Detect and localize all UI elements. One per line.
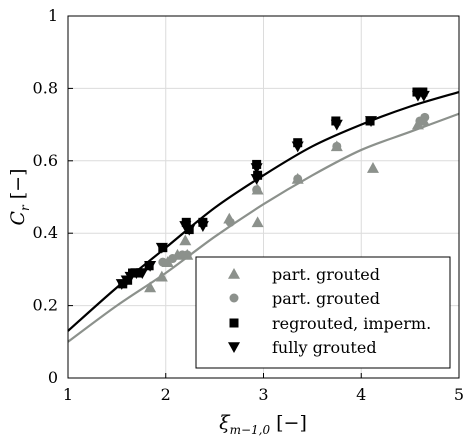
data-point-series-0 <box>251 216 264 228</box>
legend-label-fully-grouted: fully grouted <box>272 338 377 357</box>
y-axis-label-symbol: C <box>7 211 29 226</box>
data-point-series-3 <box>365 116 378 127</box>
data-point-series-3 <box>144 260 157 272</box>
data-point-series-3 <box>183 224 196 236</box>
data-point-series-1 <box>158 257 168 267</box>
legend-label-part-grouted-triangle: part. grouted <box>272 265 380 284</box>
y-tick-label: 1 <box>48 6 58 25</box>
data-point-series-1 <box>293 174 303 184</box>
x-tick-label: 3 <box>258 385 268 404</box>
data-point-series-0 <box>155 270 168 282</box>
data-point-series-0 <box>366 162 379 173</box>
data-point-series-3 <box>136 268 149 280</box>
data-point-series-3 <box>155 242 168 254</box>
data-point-series-0 <box>144 281 157 293</box>
data-point-series-1 <box>168 254 178 264</box>
x-tick-label: 4 <box>356 385 366 404</box>
y-tick-label: 0.8 <box>33 78 58 97</box>
data-point-series-3 <box>330 119 343 131</box>
data-point-series-1 <box>225 217 235 227</box>
y-tick-label: 0.2 <box>33 296 58 315</box>
axis-ticks: 1 2 3 4 5 0 0.2 0.4 0.6 0.8 1 <box>33 6 465 404</box>
legend-label-part-grouted-circle: part. grouted <box>272 289 380 308</box>
data-point-series-1 <box>332 141 342 151</box>
y-axis-label-unit: [−] <box>7 168 29 199</box>
data-point-series-1 <box>182 250 192 260</box>
x-axis-label: ξm−1,0 [−] <box>219 412 307 437</box>
fit-curve-grey <box>67 112 460 343</box>
data-point-series-1 <box>420 112 430 122</box>
x-axis-label-unit: [−] <box>276 412 307 434</box>
x-tick-label: 5 <box>454 385 464 404</box>
data-point-series-3 <box>250 163 263 175</box>
legend-marker-series-3 <box>228 342 240 353</box>
data-point-series-0 <box>179 234 192 246</box>
y-tick-label: 0 <box>48 368 58 387</box>
data-point-series-3 <box>124 271 137 283</box>
legend-markers <box>228 268 240 353</box>
x-tick-label: 2 <box>161 385 171 404</box>
data-point-series-1 <box>252 185 262 195</box>
y-axis-label: Cr [−] <box>7 168 32 225</box>
legend-label-regrouted-imperm: regrouted, imperm. <box>272 314 431 333</box>
legend-box <box>195 256 451 369</box>
data-point-series-3 <box>291 141 304 153</box>
x-axis-label-symbol: ξ <box>219 412 231 434</box>
x-tick-label: 1 <box>63 385 73 404</box>
legend: part. grouted part. grouted regrouted, i… <box>195 256 451 369</box>
legend-marker-series-1 <box>229 293 239 303</box>
y-axis-label-subscript: r <box>18 204 32 211</box>
y-tick-label: 0.6 <box>33 151 58 170</box>
data-point-series-3 <box>196 221 209 232</box>
legend-marker-series-2 <box>229 318 239 328</box>
x-axis-label-subscript: m−1,0 <box>230 423 271 437</box>
data-point-series-3 <box>250 174 263 185</box>
legend-marker-series-0 <box>228 268 240 279</box>
y-tick-label: 0.4 <box>33 223 58 242</box>
data-point-series-3 <box>417 90 430 102</box>
data-points <box>115 87 430 293</box>
